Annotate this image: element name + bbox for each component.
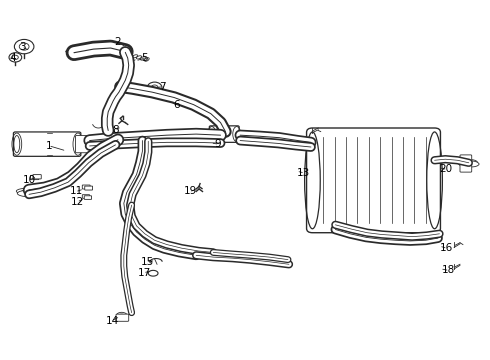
Text: 15: 15 (141, 257, 154, 267)
FancyBboxPatch shape (209, 126, 239, 142)
Text: 9: 9 (215, 139, 221, 149)
Ellipse shape (117, 312, 127, 319)
Text: 20: 20 (440, 164, 453, 174)
Ellipse shape (66, 50, 84, 54)
FancyBboxPatch shape (82, 195, 90, 198)
Text: 4: 4 (10, 53, 16, 63)
FancyBboxPatch shape (82, 185, 90, 189)
Text: 18: 18 (441, 265, 455, 275)
FancyBboxPatch shape (460, 155, 472, 172)
Text: 13: 13 (297, 168, 310, 178)
FancyBboxPatch shape (84, 196, 92, 199)
FancyBboxPatch shape (30, 175, 39, 180)
FancyBboxPatch shape (85, 186, 93, 190)
Text: 11: 11 (70, 186, 83, 197)
Ellipse shape (17, 190, 41, 197)
Text: 5: 5 (142, 53, 148, 63)
Ellipse shape (459, 161, 479, 167)
Text: 10: 10 (23, 175, 36, 185)
Ellipse shape (460, 159, 477, 165)
Text: 6: 6 (173, 100, 180, 110)
FancyBboxPatch shape (33, 175, 41, 179)
Text: 2: 2 (115, 37, 121, 47)
Text: 16: 16 (440, 243, 453, 253)
Text: 12: 12 (71, 197, 84, 207)
FancyBboxPatch shape (307, 128, 441, 233)
FancyBboxPatch shape (13, 132, 81, 156)
Text: 7: 7 (159, 82, 165, 92)
FancyBboxPatch shape (116, 314, 129, 321)
FancyBboxPatch shape (75, 135, 91, 153)
Text: 3: 3 (20, 42, 26, 52)
Text: 14: 14 (105, 316, 119, 325)
Text: 19: 19 (184, 186, 197, 197)
Text: 17: 17 (138, 267, 151, 278)
Text: 1: 1 (46, 141, 53, 151)
Ellipse shape (16, 188, 42, 195)
Text: 8: 8 (112, 125, 119, 135)
Ellipse shape (218, 127, 233, 136)
